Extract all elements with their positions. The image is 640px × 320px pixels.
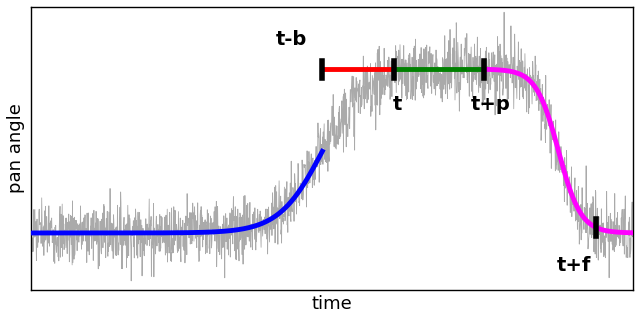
X-axis label: time: time: [312, 295, 352, 313]
Text: t-b: t-b: [276, 30, 307, 49]
Text: t+p: t+p: [470, 94, 510, 114]
Text: t: t: [392, 94, 402, 114]
Text: t+f: t+f: [557, 256, 591, 275]
Y-axis label: pan angle: pan angle: [7, 103, 25, 193]
